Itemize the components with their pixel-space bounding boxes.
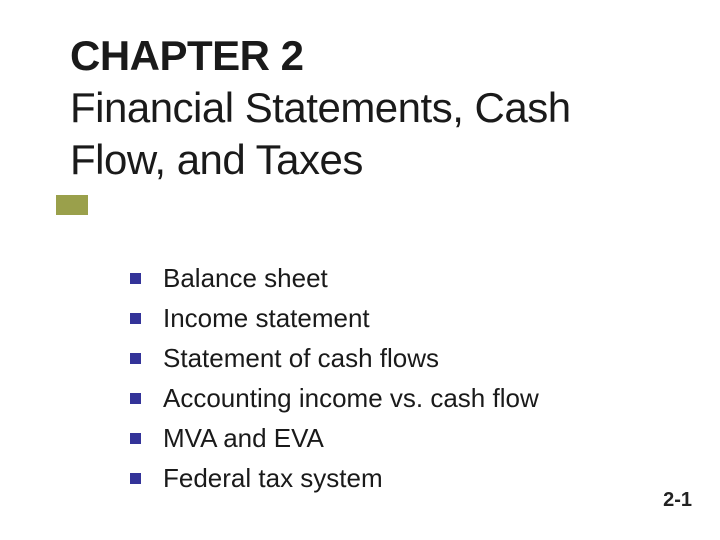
bullet-text: Accounting income vs. cash flow — [163, 380, 539, 416]
title-subtitle-line-2: Flow, and Taxes — [70, 134, 670, 186]
list-item: Accounting income vs. cash flow — [130, 380, 650, 416]
title-subtitle-line-1: Financial Statements, Cash — [70, 82, 670, 134]
bullet-square-icon — [130, 433, 141, 444]
list-item: Income statement — [130, 300, 650, 336]
bullet-text: Balance sheet — [163, 260, 328, 296]
list-item: MVA and EVA — [130, 420, 650, 456]
page-number: 2-1 — [663, 489, 692, 512]
accent-bar — [56, 195, 88, 215]
bullet-list: Balance sheet Income statement Statement… — [130, 260, 650, 500]
bullet-square-icon — [130, 273, 141, 284]
bullet-text: Federal tax system — [163, 460, 383, 496]
bullet-square-icon — [130, 393, 141, 404]
bullet-text: Income statement — [163, 300, 370, 336]
bullet-text: Statement of cash flows — [163, 340, 439, 376]
list-item: Balance sheet — [130, 260, 650, 296]
bullet-square-icon — [130, 473, 141, 484]
title-chapter: CHAPTER 2 — [70, 30, 670, 82]
slide: CHAPTER 2 Financial Statements, Cash Flo… — [0, 0, 720, 540]
title-block: CHAPTER 2 Financial Statements, Cash Flo… — [70, 30, 670, 186]
list-item: Statement of cash flows — [130, 340, 650, 376]
bullet-text: MVA and EVA — [163, 420, 324, 456]
list-item: Federal tax system — [130, 460, 650, 496]
bullet-square-icon — [130, 313, 141, 324]
bullet-square-icon — [130, 353, 141, 364]
